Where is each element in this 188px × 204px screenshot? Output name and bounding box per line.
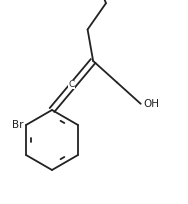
Text: Br: Br xyxy=(11,120,23,130)
Text: C: C xyxy=(68,80,75,89)
Text: OH: OH xyxy=(144,99,160,109)
